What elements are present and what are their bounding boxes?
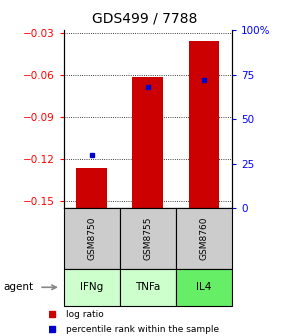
Bar: [120, 208, 176, 269]
Text: percentile rank within the sample: percentile rank within the sample: [66, 325, 219, 334]
Text: IL4: IL4: [196, 282, 212, 292]
Bar: [133, 77, 163, 208]
Text: GSM8755: GSM8755: [143, 217, 153, 260]
Text: IFNg: IFNg: [80, 282, 104, 292]
Text: GSM8760: GSM8760: [200, 217, 209, 260]
Bar: [176, 208, 232, 269]
Text: TNFa: TNFa: [135, 282, 161, 292]
Text: GSM8750: GSM8750: [87, 217, 96, 260]
Bar: [188, 41, 219, 208]
Bar: [64, 208, 120, 269]
Bar: [64, 269, 120, 306]
Text: log ratio: log ratio: [66, 310, 104, 319]
Bar: [176, 269, 232, 306]
Bar: [120, 269, 176, 306]
Text: agent: agent: [3, 282, 33, 292]
Bar: [76, 168, 107, 208]
Text: GDS499 / 7788: GDS499 / 7788: [92, 12, 198, 26]
